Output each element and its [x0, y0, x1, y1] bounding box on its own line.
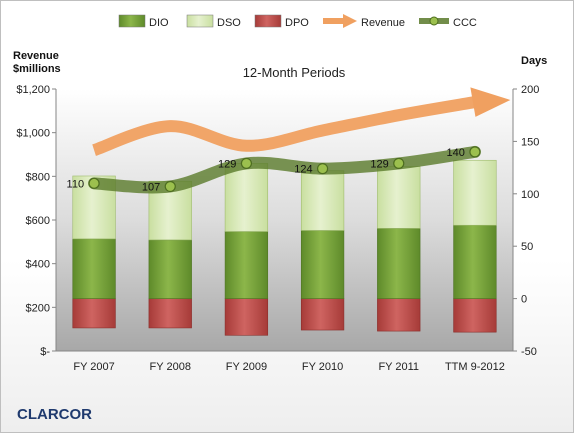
legend-layer: DIO DSO DPO Revenue CCC — [118, 14, 477, 29]
plot-area-layer — [55, 89, 514, 352]
legend-swatch-dpo — [254, 14, 282, 28]
x-axis-tick-label: FY 2007 — [73, 361, 114, 373]
left-axis-label-line1: Revenue — [13, 50, 59, 62]
legend-label-ccc: CCC — [453, 17, 477, 29]
dpo-bar — [224, 298, 269, 336]
x-axis-tick-label: FY 2009 — [226, 361, 267, 373]
legend-swatch-dio — [118, 14, 146, 28]
ccc-point — [316, 163, 329, 175]
ccc-point — [393, 157, 405, 170]
dpo-bar — [72, 298, 116, 329]
legend-label-dio: DIO — [149, 17, 169, 29]
right-axis-tick-label: 50 — [521, 241, 533, 253]
ccc-data-label: 129 — [370, 158, 388, 170]
dso-bar — [377, 166, 421, 229]
dpo-bar — [300, 298, 345, 331]
dpo-bar — [453, 298, 497, 333]
dso-bar — [453, 159, 497, 226]
dpo-bar — [148, 298, 192, 329]
left-axis-tick-label: $1,200 — [16, 84, 50, 96]
legend-label-dpo: DPO — [285, 17, 309, 29]
legend-swatch-revenue — [323, 18, 345, 24]
left-axis-tick-label: $200 — [26, 302, 50, 314]
right-axis-tick-label: 200 — [521, 84, 539, 96]
ccc-line — [88, 145, 481, 194]
ccc-point — [164, 180, 176, 193]
legend-arrowhead-revenue — [343, 14, 357, 28]
ccc-point — [88, 177, 100, 189]
dio-bar — [453, 224, 497, 299]
revenue-arrowhead — [470, 87, 511, 117]
left-axis-tick-label: $- — [40, 346, 50, 358]
right-axis-label: Days — [521, 55, 547, 67]
dio-bar — [224, 231, 269, 299]
x-axis-tick-label: FY 2008 — [150, 361, 191, 373]
dpo-bar — [377, 298, 421, 332]
dso-bar — [224, 163, 269, 232]
ccc-data-label: 124 — [294, 164, 312, 176]
revenue-line — [92, 96, 476, 156]
ccc-point — [469, 146, 481, 158]
axes-layer: $- $200 $400 $600 $800 $1,000 $1,200 -50 0 50 100 1… — [16, 84, 539, 373]
right-axis-tick-label: 0 — [521, 294, 527, 306]
left-axis-label-line2: $millions — [13, 63, 61, 75]
dio-bar — [72, 238, 116, 299]
ccc-data-label: 107 — [142, 181, 160, 193]
x-axis-tick-label: FY 2011 — [378, 361, 419, 373]
dso-bar — [300, 170, 345, 231]
x-axis-tick-label: FY 2010 — [302, 361, 343, 373]
ccc-data-label: 110 — [67, 178, 85, 190]
legend-label-dso: DSO — [217, 17, 241, 29]
ccc-point — [240, 157, 253, 170]
plot-area — [56, 89, 513, 351]
dio-bar — [377, 228, 421, 299]
left-axis-tick-label: $800 — [26, 171, 50, 183]
legend-swatch-dso — [186, 14, 214, 28]
ccc-data-label: 140 — [447, 147, 465, 159]
left-axis-tick-label: $600 — [26, 215, 50, 227]
left-axis-tick-label: $1,000 — [16, 128, 50, 140]
chart-title: 12-Month Periods — [243, 65, 346, 80]
x-axis-tick-label: TTM 9-2012 — [445, 361, 505, 373]
lines-layer: 110 107 129 124 129 140 — [67, 87, 511, 194]
right-axis-tick-label: -50 — [521, 346, 537, 358]
left-axis-tick-label: $400 — [26, 259, 50, 271]
right-axis-tick-label: 100 — [521, 189, 539, 201]
dio-bar — [148, 239, 192, 299]
ccc-data-label: 129 — [218, 158, 236, 170]
legend-marker-ccc — [429, 16, 439, 26]
right-axis-tick-label: 150 — [521, 136, 539, 148]
dio-bar — [300, 230, 345, 299]
company-name: CLARCOR — [17, 406, 92, 423]
legend-label-revenue: Revenue — [361, 17, 405, 29]
